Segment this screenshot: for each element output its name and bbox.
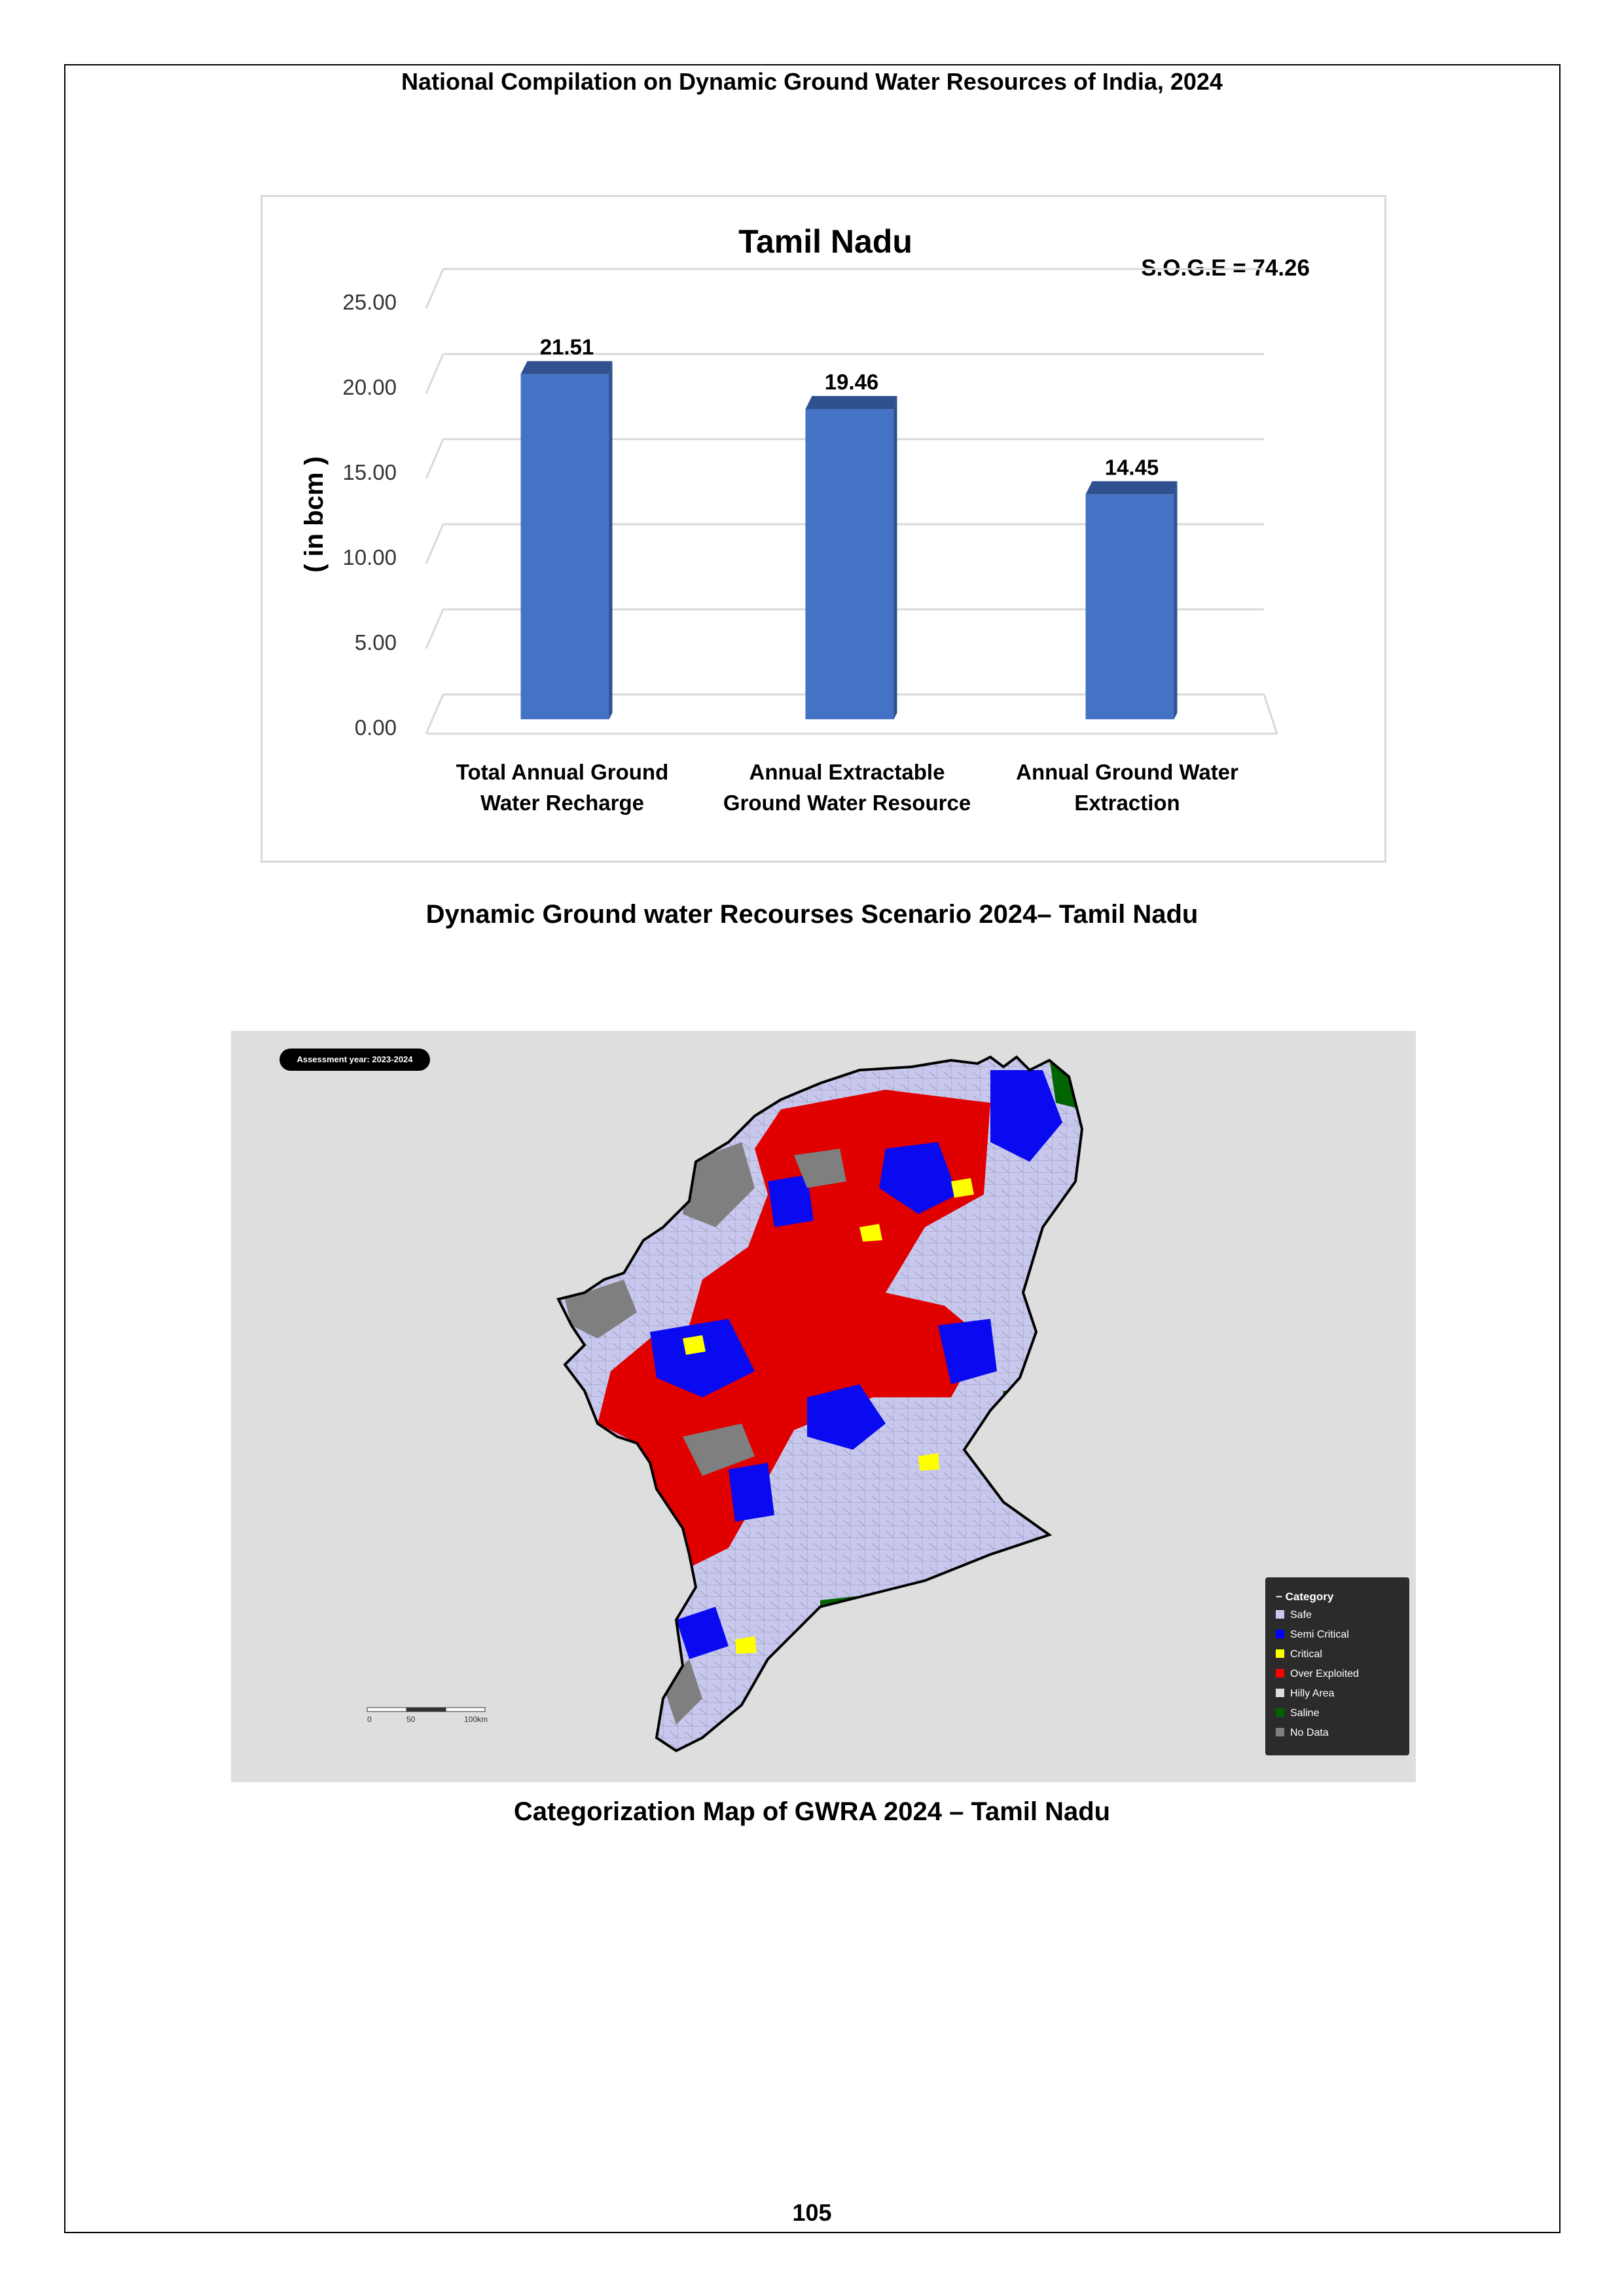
bar-side-1 bbox=[893, 396, 897, 719]
legend-swatch-semi-critical bbox=[1276, 1630, 1284, 1638]
legend-swatch-safe bbox=[1276, 1610, 1284, 1619]
assessment-year-badge: Assessment year: 2023-2024 bbox=[280, 1049, 430, 1071]
legend-label-safe: Safe bbox=[1290, 1609, 1312, 1621]
legend-item-hilly-area: Hilly Area bbox=[1276, 1687, 1335, 1701]
chart-floor-edge bbox=[1263, 694, 1278, 734]
legend-item-no-data: No Data bbox=[1276, 1726, 1329, 1740]
bar-top-2 bbox=[1085, 481, 1178, 495]
page-number: 105 bbox=[792, 2199, 832, 2226]
bar-value-label-2: 14.45 bbox=[1105, 455, 1159, 479]
bar-chart: Tamil Nadu S.O.G.E = 74.26( in bcm ) 0.00 5… bbox=[261, 195, 1386, 863]
x-category-label-0-1: Water Recharge bbox=[480, 791, 644, 815]
bar-2 bbox=[1085, 494, 1174, 719]
legend-item-safe: Safe bbox=[1276, 1608, 1312, 1623]
bar-value-label-1: 19.46 bbox=[825, 370, 879, 394]
legend-label-no-data: No Data bbox=[1290, 1727, 1329, 1738]
bar-1 bbox=[805, 409, 894, 719]
y-tick-label-2: 10.00 bbox=[342, 545, 397, 569]
y-axis-label: ( in bcm ) bbox=[300, 456, 329, 573]
x-category-label-1-0: Annual Extractable bbox=[749, 760, 945, 784]
scale-label-0: 0 bbox=[367, 1715, 372, 1724]
legend-item-over-exploited: Over Exploited bbox=[1276, 1667, 1359, 1681]
legend-label-critical: Critical bbox=[1290, 1649, 1322, 1660]
legend-item-critical: Critical bbox=[1276, 1647, 1322, 1662]
legend-swatch-critical bbox=[1276, 1649, 1284, 1658]
gridline-slant-5 bbox=[425, 268, 444, 309]
scale-label-100km: 100km bbox=[464, 1715, 488, 1724]
chart-title: Tamil Nadu bbox=[738, 223, 912, 260]
bar-side-2 bbox=[1174, 481, 1178, 719]
legend-swatch-hilly-area bbox=[1276, 1689, 1284, 1697]
legend-swatch-no-data bbox=[1276, 1728, 1284, 1736]
categorization-map: Assessment year: 2023-2024 0 50 100km − … bbox=[231, 1031, 1416, 1782]
bar-value-label-0: 21.51 bbox=[540, 335, 594, 359]
y-tick-label-5: 25.00 bbox=[342, 290, 397, 314]
gridline-slant-2 bbox=[425, 524, 444, 564]
y-tick-label-1: 5.00 bbox=[355, 630, 397, 655]
legend-label-hilly-area: Hilly Area bbox=[1290, 1688, 1335, 1699]
bar-side-0 bbox=[609, 361, 613, 719]
scale-label-50: 50 bbox=[406, 1715, 416, 1724]
page-frame bbox=[64, 64, 1561, 2233]
legend-label-over-exploited: Over Exploited bbox=[1290, 1668, 1359, 1679]
map-legend: − Category Safe Semi Critical Critical O… bbox=[1265, 1577, 1409, 1755]
legend-item-saline: Saline bbox=[1276, 1706, 1319, 1721]
map-caption: Categorization Map of GWRA 2024 – Tamil … bbox=[513, 1797, 1111, 1826]
legend-swatch-saline bbox=[1276, 1708, 1284, 1717]
legend-label-saline: Saline bbox=[1290, 1708, 1320, 1719]
x-category-label-0-0: Total Annual Ground bbox=[456, 760, 668, 784]
legend-title-text: Category bbox=[1285, 1590, 1334, 1603]
gridline-slant-3 bbox=[425, 439, 444, 479]
y-tick-label-3: 15.00 bbox=[342, 460, 397, 484]
document-header: National Compilation on Dynamic Ground W… bbox=[401, 68, 1223, 95]
bar-0 bbox=[520, 374, 609, 719]
state-boundary bbox=[556, 1055, 1084, 1753]
gridline-slant-1 bbox=[425, 609, 444, 649]
y-tick-label-4: 20.00 bbox=[342, 375, 397, 399]
x-category-label-1-1: Ground Water Resource bbox=[723, 791, 971, 815]
legend-item-semi-critical: Semi Critical bbox=[1276, 1628, 1349, 1642]
chart-caption: Dynamic Ground water Recourses Scenario … bbox=[425, 900, 1199, 929]
tamil-nadu-map bbox=[556, 1055, 1084, 1753]
legend-title: − Category bbox=[1276, 1590, 1334, 1603]
legend-swatch-over-exploited bbox=[1276, 1669, 1284, 1677]
x-category-label-2-1: Extraction bbox=[1074, 791, 1180, 815]
x-category-label-2-0: Annual Ground Water bbox=[1016, 760, 1238, 784]
map-regions bbox=[558, 1057, 1082, 1751]
legend-label-semi-critical: Semi Critical bbox=[1290, 1629, 1349, 1640]
bar-top-0 bbox=[520, 361, 613, 374]
gridline-slant-0 bbox=[425, 694, 444, 734]
gridline-slant-4 bbox=[425, 353, 444, 394]
bar-top-1 bbox=[805, 396, 897, 410]
scale-bar: 0 50 100km bbox=[366, 1705, 497, 1731]
y-tick-label-0: 0.00 bbox=[355, 715, 397, 740]
